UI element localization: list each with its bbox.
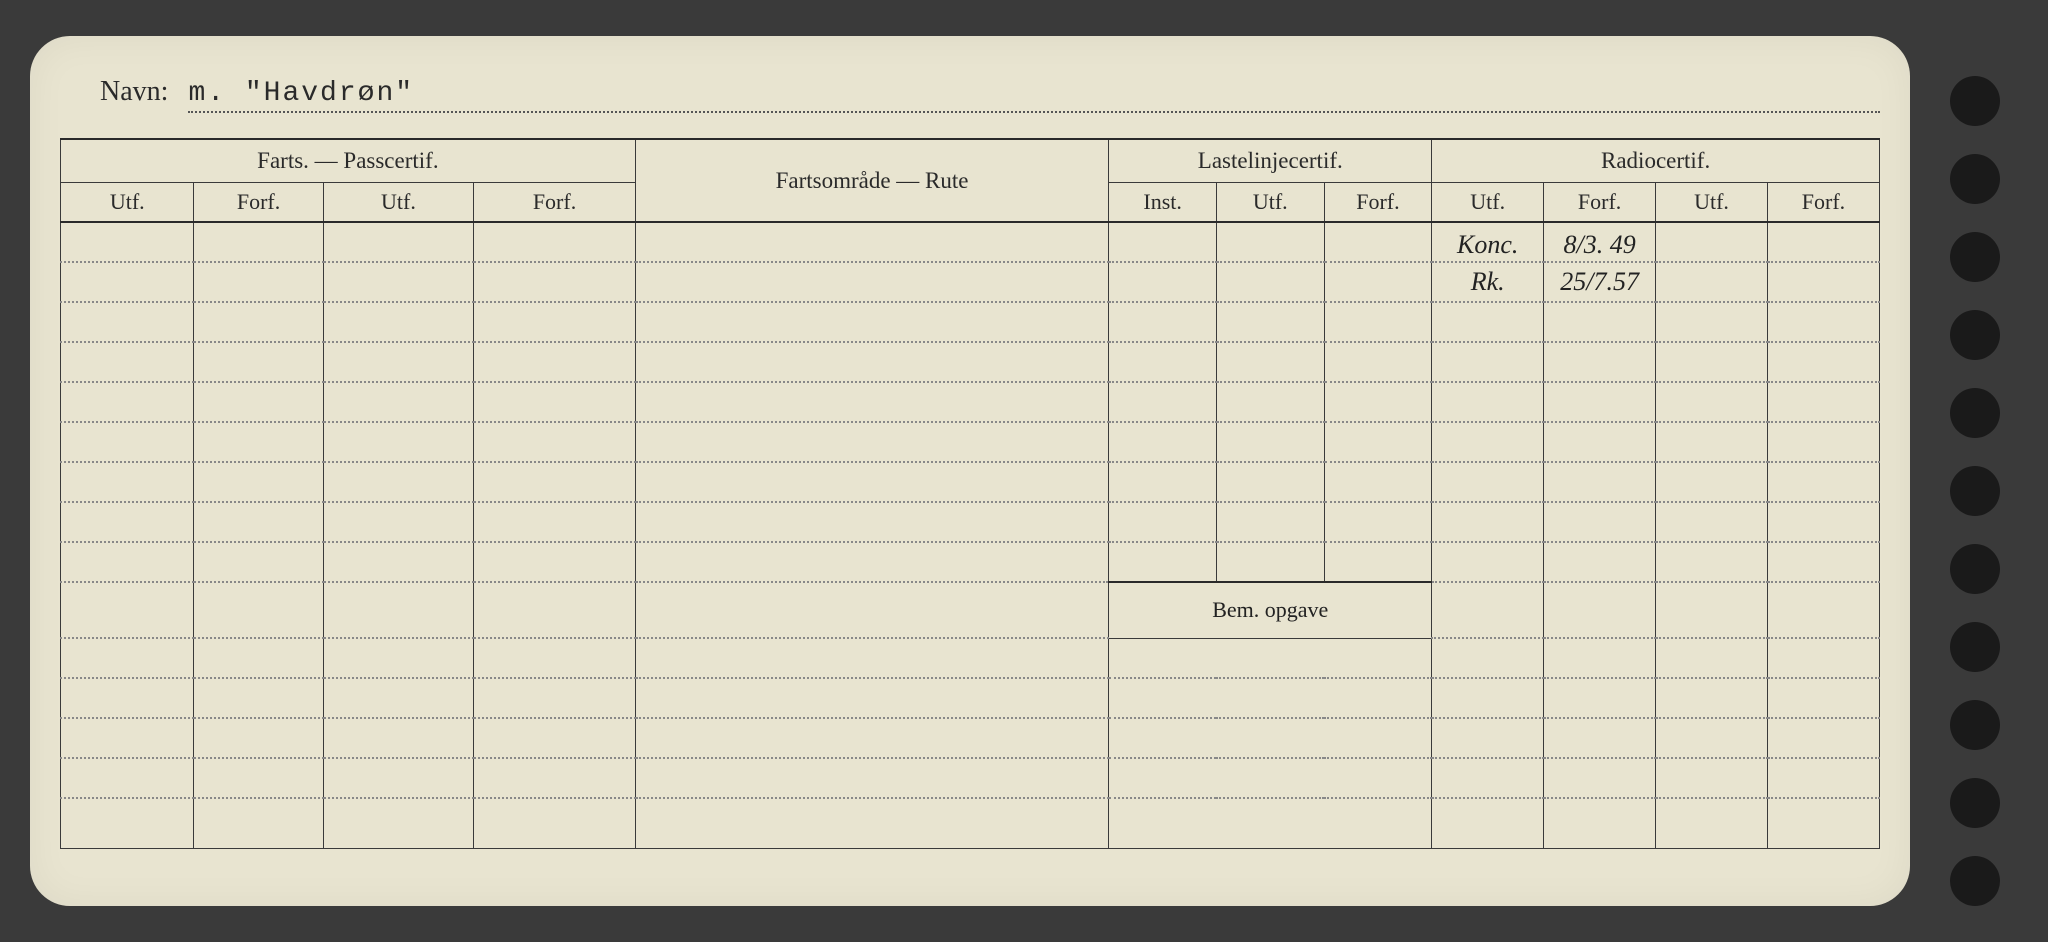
table-row [61, 718, 1880, 758]
cell-radio-utf: Rk. [1432, 262, 1544, 302]
header-rute: Fartsområde — Rute [635, 139, 1109, 222]
cell [1216, 222, 1324, 262]
header-farts-forf2: Forf. [474, 183, 635, 223]
table-row [61, 638, 1880, 678]
punch-hole [1950, 232, 2000, 282]
table-row [61, 462, 1880, 502]
cell [194, 222, 323, 262]
group-header-row: Farts. — Passcertif. Fartsområde — Rute … [61, 139, 1880, 183]
cell [1324, 222, 1432, 262]
cell [474, 582, 635, 638]
bem-cell-row [1109, 758, 1432, 798]
punch-hole [1950, 310, 2000, 360]
cell [1767, 222, 1879, 262]
cell [635, 222, 1109, 262]
cell [474, 262, 635, 302]
header-laste-inst: Inst. [1109, 183, 1217, 223]
punch-hole [1950, 388, 2000, 438]
cell [323, 582, 474, 638]
bem-cell-row [1109, 638, 1432, 678]
header-farts-forf1: Forf. [194, 183, 323, 223]
cell [61, 222, 194, 262]
table-row-bem: Bem. opgave [61, 582, 1880, 638]
header-farts-utf1: Utf. [61, 183, 194, 223]
header-laste-forf: Forf. [1324, 183, 1432, 223]
cell [1109, 262, 1217, 302]
cell [1216, 262, 1324, 302]
cell [323, 222, 474, 262]
header-radio-forf1: Forf. [1544, 183, 1656, 223]
cell [1767, 582, 1879, 638]
punch-hole [1950, 76, 2000, 126]
table-row [61, 542, 1880, 582]
bem-cell-row [1109, 718, 1432, 758]
cell [635, 262, 1109, 302]
punch-hole [1950, 622, 2000, 672]
header-laste-utf: Utf. [1216, 183, 1324, 223]
cell [194, 582, 323, 638]
bem-cell-row [1109, 798, 1432, 848]
cell-radio-utf: Konc. [1432, 222, 1544, 262]
punch-hole [1950, 466, 2000, 516]
table-row [61, 678, 1880, 718]
table-row [61, 422, 1880, 462]
header-radio-forf2: Forf. [1767, 183, 1879, 223]
cell [61, 262, 194, 302]
table-row [61, 302, 1880, 342]
cell [1656, 582, 1768, 638]
cell [1324, 262, 1432, 302]
table-row [61, 758, 1880, 798]
bem-opgave-header: Bem. opgave [1109, 582, 1432, 638]
cell-radio-forf: 25/7.57 [1544, 262, 1656, 302]
index-card: Navn: m. "Havdrøn" Farts. — Passcertif. … [30, 36, 1910, 906]
certificate-table: Farts. — Passcertif. Fartsområde — Rute … [60, 138, 1880, 849]
cell-radio-forf: 8/3. 49 [1544, 222, 1656, 262]
table-row [61, 342, 1880, 382]
table-row [61, 382, 1880, 422]
cell [1432, 582, 1544, 638]
cell [194, 262, 323, 302]
table-row [61, 798, 1880, 848]
navn-label: Navn: [100, 76, 168, 108]
cell [323, 262, 474, 302]
cell [635, 582, 1109, 638]
table-row: Konc. 8/3. 49 [61, 222, 1880, 262]
cell [1544, 582, 1656, 638]
punch-holes [1950, 76, 2000, 906]
header-radio: Radiocertif. [1432, 139, 1880, 183]
header-farts: Farts. — Passcertif. [61, 139, 636, 183]
punch-hole [1950, 778, 2000, 828]
cell [1767, 262, 1879, 302]
cell [474, 222, 635, 262]
table-row: Rk. 25/7.57 [61, 262, 1880, 302]
punch-hole [1950, 544, 2000, 594]
navn-row: Navn: m. "Havdrøn" [60, 76, 1880, 113]
cell [1109, 222, 1217, 262]
header-radio-utf1: Utf. [1432, 183, 1544, 223]
punch-hole [1950, 154, 2000, 204]
bem-cell-row [1109, 678, 1432, 718]
punch-hole [1950, 856, 2000, 906]
header-laste: Lastelinjecertif. [1109, 139, 1432, 183]
header-farts-utf2: Utf. [323, 183, 474, 223]
table-body: Konc. 8/3. 49 Rk. 25/7.57 [61, 222, 1880, 848]
page-wrap: Navn: m. "Havdrøn" Farts. — Passcertif. … [0, 36, 1910, 906]
navn-value: m. "Havdrøn" [188, 78, 1880, 113]
table-row [61, 502, 1880, 542]
main-table: Farts. — Passcertif. Fartsområde — Rute … [60, 138, 1880, 849]
header-radio-utf2: Utf. [1656, 183, 1768, 223]
cell [1656, 262, 1768, 302]
cell [1656, 222, 1768, 262]
cell [61, 582, 194, 638]
punch-hole [1950, 700, 2000, 750]
